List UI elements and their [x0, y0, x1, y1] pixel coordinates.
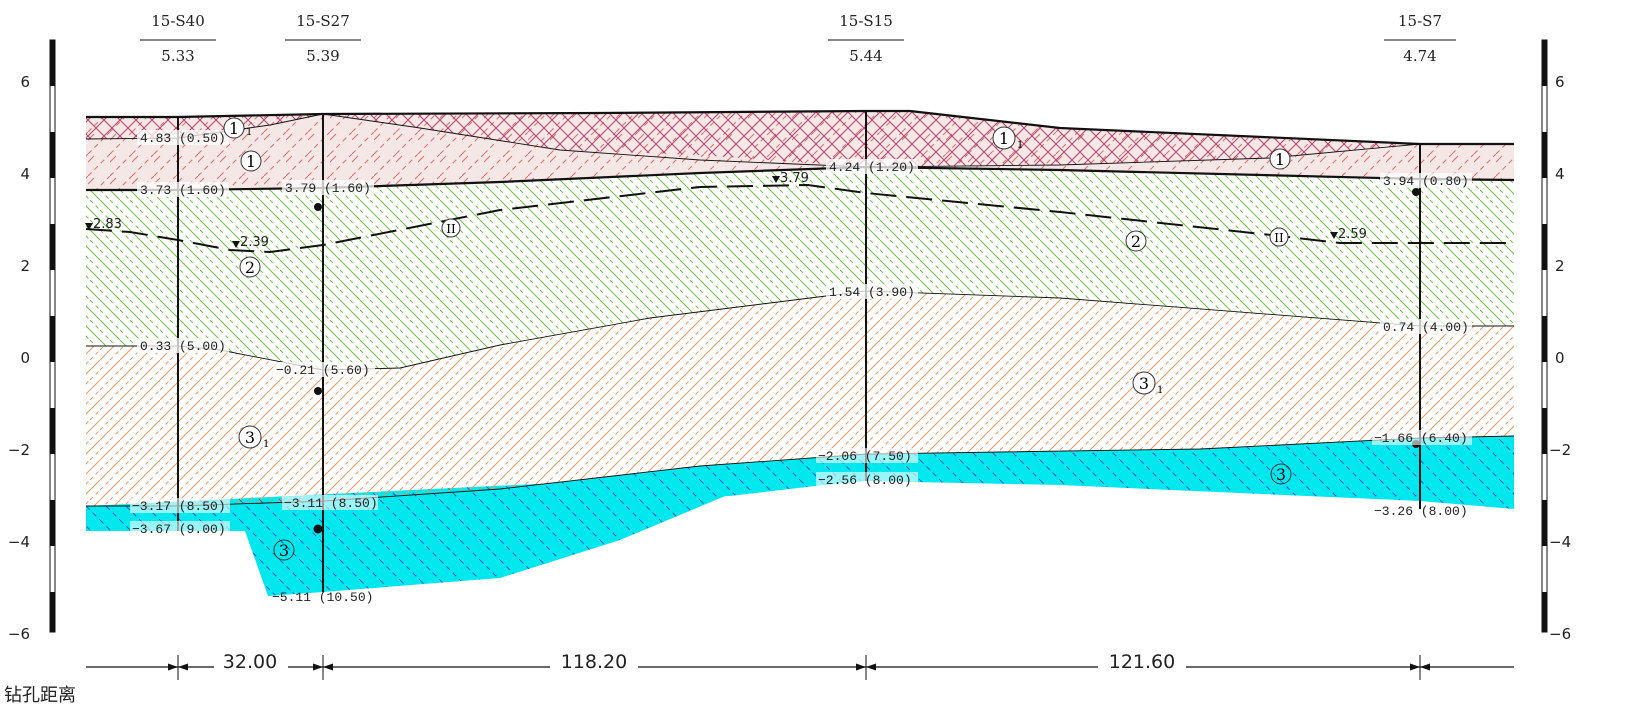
svg-text:1: 1	[1017, 140, 1023, 151]
depth-label: 1.54 (3.90)	[829, 285, 915, 300]
layer-label-2: 2	[239, 256, 261, 278]
depth-label: −2.06 (7.50)	[818, 449, 912, 464]
tick-2: 2	[1555, 257, 1565, 275]
depth-label: 4.83 (0.50)	[140, 131, 226, 146]
layer-label-water-ii: II	[1269, 227, 1289, 247]
svg-text:3: 3	[279, 541, 289, 560]
depth-label: −1.66 (6.40)	[1374, 431, 1468, 446]
layer-labels: 1 1 1 2 II 3 1 3 1 1	[223, 117, 1292, 561]
svg-text:1: 1	[1275, 150, 1285, 169]
borehole-header-15-S40: 15-S40 5.33	[140, 12, 216, 65]
svg-text:2: 2	[245, 258, 255, 277]
layer-label-1: 1	[1269, 148, 1291, 170]
svg-text:2.83: 2.83	[93, 217, 122, 232]
right-scale-bar	[1541, 39, 1548, 633]
distance-value: 121.60	[1109, 651, 1175, 673]
layer-label-1-1: 1 1	[223, 117, 252, 139]
water-level-marker: 2.59	[1330, 227, 1367, 242]
distance-value: 32.00	[223, 651, 277, 673]
tick-m4: −4	[1549, 533, 1571, 551]
depth-label: −3.17 (8.50)	[132, 499, 226, 514]
tick-0: 0	[1555, 349, 1565, 367]
depth-label: −3.26 (8.00)	[1374, 504, 1468, 519]
borehole-id: 15-S27	[296, 12, 350, 30]
layer-label-3-1: 3 1	[238, 425, 269, 450]
distance-dimension-row: 钻孔距离 32.00 118.20 121.60	[4, 648, 1514, 706]
svg-text:3: 3	[1139, 374, 1149, 393]
borehole-header-15-S27: 15-S27 5.39	[285, 12, 361, 65]
svg-text:II: II	[1274, 231, 1284, 245]
tick-m6: −6	[1549, 625, 1571, 643]
borehole-id: 15-S40	[151, 12, 205, 30]
depth-label: 0.74 (4.00)	[1383, 320, 1469, 335]
right-axis-ticks: 6 4 2 0 −2 −4 −6	[1549, 73, 1571, 643]
tick-2: 2	[20, 257, 30, 275]
svg-text:3: 3	[245, 428, 255, 447]
layer-label-1-1: 1 1	[992, 126, 1023, 151]
depth-label: 0.33 (5.00)	[140, 339, 226, 354]
depth-label: −3.67 (9.00)	[132, 522, 226, 537]
borehole-headers: 15-S40 5.33 15-S27 5.39 15-S15 5.44 15-S…	[140, 12, 1456, 65]
tick-4: 4	[20, 165, 30, 183]
borehole-elevation: 5.44	[849, 47, 882, 65]
tick-m2: −2	[1549, 441, 1571, 459]
water-level-marker: 2.39	[232, 235, 269, 250]
stratum-layer2	[86, 167, 1514, 370]
svg-text:1: 1	[999, 129, 1009, 148]
water-level-marker: 3.79	[772, 171, 809, 186]
svg-text:3: 3	[1276, 465, 1286, 484]
left-axis-ticks: 6 4 2 0 −2 −4 −6	[8, 73, 30, 643]
depth-labels: 4.83 (0.50) 3.73 (1.60) 0.33 (5.00) −3.1…	[130, 130, 1472, 605]
distance-value: 118.20	[561, 651, 627, 673]
tick-6: 6	[1555, 73, 1565, 91]
stratum-layer3-1	[86, 291, 1514, 506]
stratum-layer3	[86, 436, 1514, 596]
tick-m2: −2	[8, 441, 30, 459]
svg-text:1: 1	[229, 119, 239, 138]
borehole-elevation: 5.33	[161, 47, 194, 65]
left-scale-bar	[49, 39, 56, 633]
distance-row-label: 钻孔距离	[4, 685, 76, 706]
depth-label: −0.21 (5.60)	[276, 363, 370, 378]
borehole-elevation: 5.39	[306, 47, 339, 65]
borehole-id: 15-S7	[1398, 12, 1442, 30]
layer-label-3: 3	[273, 539, 295, 561]
svg-text:2.59: 2.59	[1338, 227, 1367, 242]
svg-text:1: 1	[246, 127, 252, 138]
svg-text:2: 2	[1131, 232, 1141, 251]
depth-label: −2.56 (8.00)	[818, 473, 912, 488]
depth-label: 3.73 (1.60)	[140, 183, 226, 198]
borehole-header-15-S7: 15-S7 4.74	[1384, 12, 1456, 65]
tick-4: 4	[1555, 165, 1565, 183]
depth-label: 4.24 (1.20)	[829, 160, 915, 175]
svg-text:1: 1	[263, 439, 269, 450]
tick-6: 6	[20, 73, 30, 91]
svg-text:II: II	[446, 222, 456, 236]
svg-text:2.39: 2.39	[240, 235, 269, 250]
tick-0: 0	[20, 349, 30, 367]
layer-label-3-1: 3 1	[1132, 371, 1163, 396]
layer-label-water-ii: II	[441, 218, 461, 238]
water-level-marker: 2.83	[85, 217, 122, 232]
water-level-markers: 2.83 2.39 3.79 2.59	[85, 171, 1367, 250]
svg-text:1: 1	[1157, 385, 1163, 396]
borehole-id: 15-S15	[839, 12, 893, 30]
svg-text:1: 1	[246, 152, 256, 171]
tick-m6: −6	[8, 625, 30, 643]
depth-label: 3.79 (1.60)	[285, 181, 371, 196]
depth-label: 3.94 (0.80)	[1383, 174, 1469, 189]
layer-label-1: 1	[240, 150, 262, 172]
svg-text:3.79: 3.79	[780, 171, 809, 186]
borehole-elevation: 4.74	[1403, 47, 1436, 65]
layer-label-2: 2	[1125, 230, 1147, 252]
stratum-layer1-1	[86, 111, 1420, 167]
depth-label: −5.11 (10.50)	[272, 590, 373, 605]
depth-label: −3.11 (8.50)	[284, 496, 378, 511]
tick-m4: −4	[8, 533, 30, 551]
borehole-header-15-S15: 15-S15 5.44	[828, 12, 904, 65]
layer-label-3: 3	[1270, 463, 1292, 485]
